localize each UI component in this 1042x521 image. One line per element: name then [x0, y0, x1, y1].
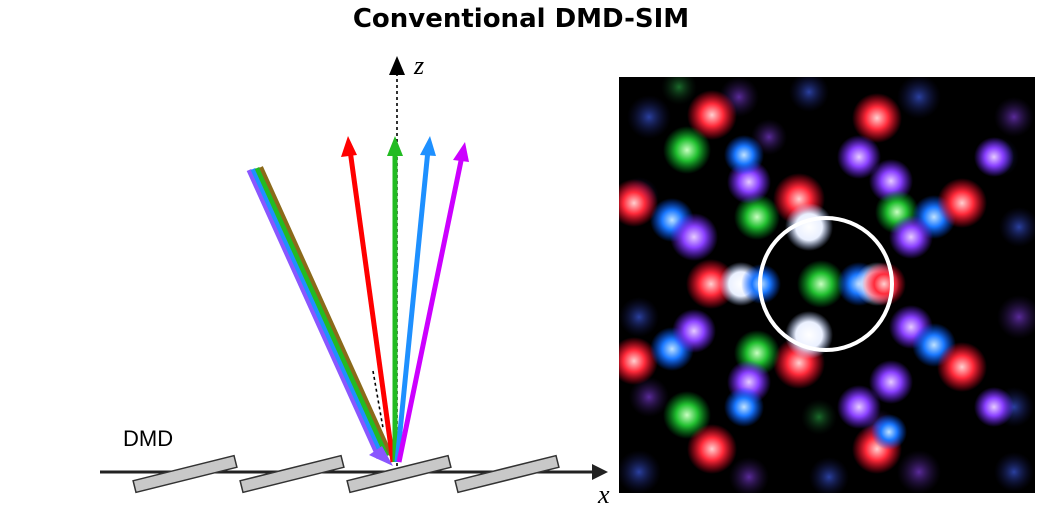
magenta-arrow — [396, 142, 469, 463]
micromirror — [132, 454, 238, 494]
highlight-ring — [758, 216, 894, 352]
diffraction-spots — [619, 77, 1035, 493]
diffraction-pattern — [619, 77, 1035, 493]
z-axis-arrowhead — [389, 56, 405, 75]
dmd-mirrors — [132, 454, 560, 494]
dmd-label: DMD — [123, 426, 173, 451]
x-axis-arrowhead — [592, 464, 608, 480]
incident-beam-arrowhead — [369, 446, 393, 466]
page-title: Conventional DMD-SIM — [352, 4, 690, 34]
micromirror — [239, 454, 345, 494]
z-axis-label: z — [413, 51, 424, 80]
green-arrow — [387, 136, 403, 462]
mirror-normal-line — [372, 370, 384, 429]
x-axis-label: x — [597, 480, 610, 509]
red-arrow — [341, 136, 396, 463]
micromirror — [454, 454, 560, 494]
incident-beam — [246, 166, 393, 466]
micromirror — [346, 454, 452, 494]
blue-arrow — [394, 136, 436, 463]
